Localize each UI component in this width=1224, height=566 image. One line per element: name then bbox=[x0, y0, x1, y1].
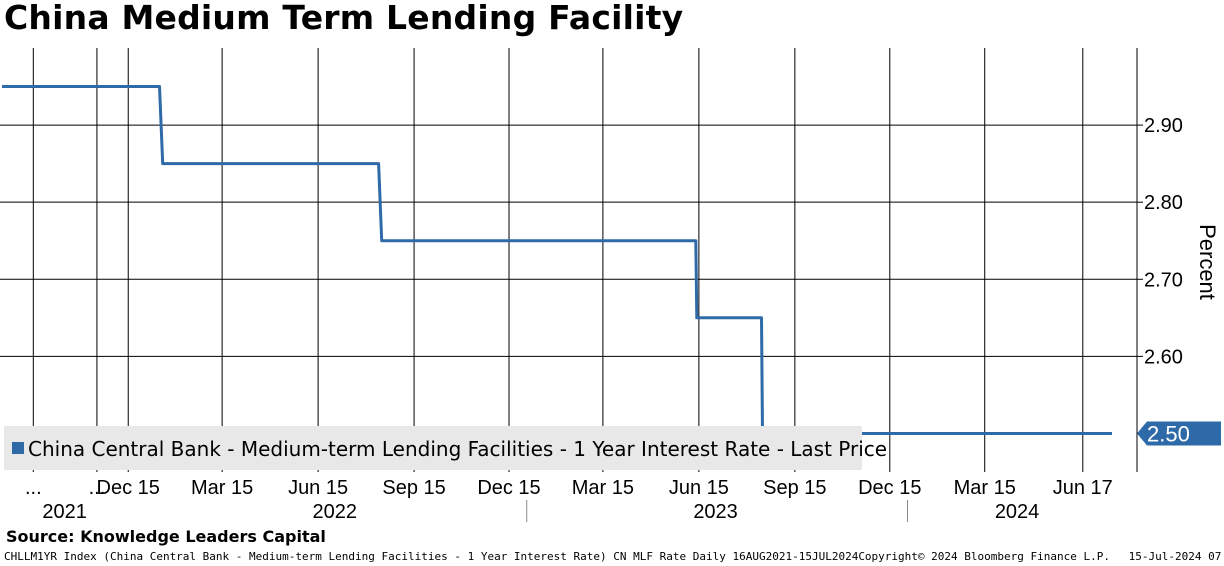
x-year-label: 2022 bbox=[313, 501, 358, 523]
x-year-label: 2023 bbox=[693, 501, 738, 523]
footer: CHLLM1YR Index (China Central Bank - Med… bbox=[4, 550, 1224, 563]
y-axis-label: Percent bbox=[1195, 224, 1220, 300]
x-year-label: 2021 bbox=[42, 501, 87, 523]
footer-description: CHLLM1YR Index (China Central Bank - Med… bbox=[4, 550, 859, 563]
x-tick-label: Mar 15 bbox=[191, 477, 253, 499]
x-tick-label: Dec 15 bbox=[858, 477, 921, 499]
y-tick-label: 2.60 bbox=[1144, 346, 1183, 368]
x-tick-label: Jun 15 bbox=[288, 477, 348, 499]
x-tick-label: Dec 15 bbox=[97, 477, 160, 499]
legend-label: China Central Bank - Medium-term Lending… bbox=[28, 437, 887, 461]
x-tick-label: Sep 15 bbox=[763, 477, 826, 499]
y-tick-label: 2.70 bbox=[1144, 269, 1183, 291]
x-tick-label: ... bbox=[89, 477, 106, 499]
legend-swatch bbox=[12, 442, 24, 454]
grid bbox=[0, 48, 1137, 472]
last-value-badge bbox=[1137, 421, 1221, 446]
axes: Percent bbox=[526, 48, 1220, 522]
x-tick-label: Sep 15 bbox=[382, 477, 445, 499]
series-line bbox=[2, 85, 1112, 435]
y-tick-label: 2.90 bbox=[1144, 115, 1183, 137]
x-tick-label: Mar 15 bbox=[954, 477, 1016, 499]
y-tick-label: 2.80 bbox=[1144, 192, 1183, 214]
legend-box bbox=[4, 426, 862, 470]
x-tick-label: ... bbox=[25, 477, 42, 499]
legend: China Central Bank - Medium-term Lending… bbox=[4, 426, 887, 470]
x-tick-label: Jun 15 bbox=[669, 477, 729, 499]
x-year-label: 2024 bbox=[995, 501, 1040, 523]
last-value-label: 2.50 bbox=[1147, 421, 1190, 446]
chart-title: China Medium Term Lending Facility bbox=[4, 0, 684, 37]
footer-timestamp: 15-Jul-2024 07:21:08 bbox=[1128, 550, 1224, 563]
tick-labels: 2.902.802.702.60... ...Dec 15 Mar 15 Jun 15… bbox=[25, 115, 1183, 523]
x-tick-label: Dec 15 bbox=[477, 477, 540, 499]
source-note: Source: Knowledge Leaders Capital bbox=[6, 527, 326, 546]
series-layer: 2.50 bbox=[2, 85, 1221, 446]
footer-copyright: Copyright© 2024 Bloomberg Finance L.P. bbox=[858, 550, 1110, 563]
x-tick-label: Mar 15 bbox=[572, 477, 634, 499]
x-tick-label: Jun 17 bbox=[1053, 477, 1113, 499]
